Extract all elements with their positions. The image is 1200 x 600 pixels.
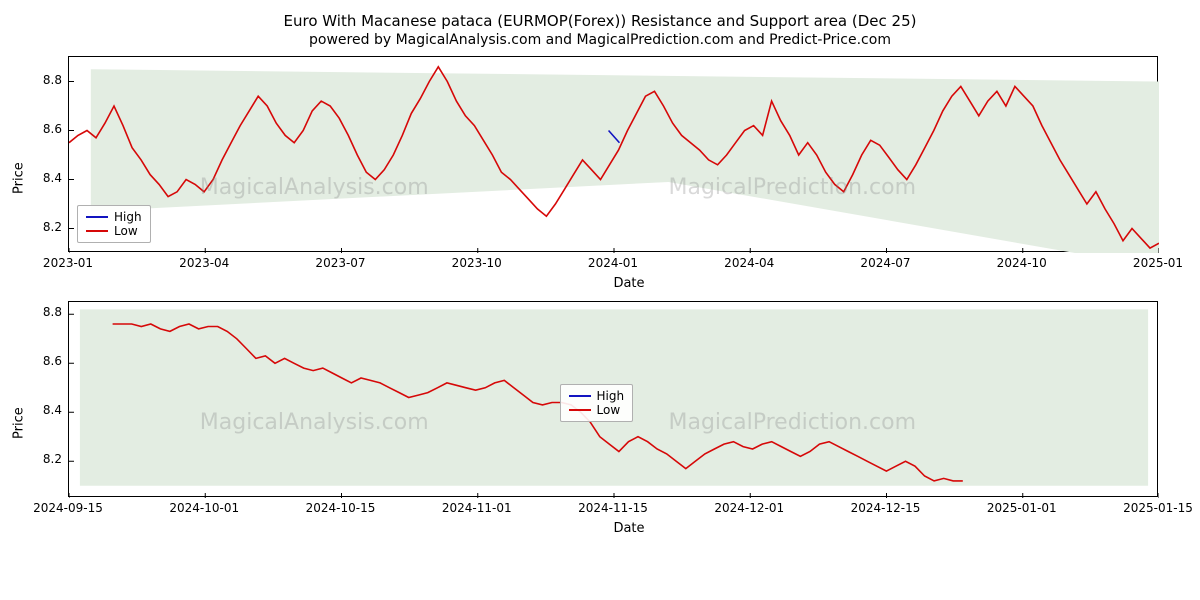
legend-low-label: Low: [114, 224, 138, 238]
chart2-ylabel: Price: [10, 301, 28, 546]
legend-high-label: High: [597, 389, 625, 403]
legend-line-high: [569, 395, 591, 397]
legend-low: Low: [569, 403, 625, 417]
chart1-panel: MagicalAnalysis.com MagicalPrediction.co…: [68, 56, 1158, 252]
chart1-xaxis: 2023-012023-042023-072023-102024-012024-…: [68, 252, 1158, 274]
chart1-legend: High Low: [77, 205, 151, 243]
legend-high: High: [569, 389, 625, 403]
chart1-ylabel: Price: [10, 56, 28, 301]
chart2-xaxis: 2024-09-152024-10-012024-10-152024-11-01…: [68, 497, 1158, 519]
legend-line-low: [86, 230, 108, 232]
legend-low: Low: [86, 224, 142, 238]
legend-high: High: [86, 210, 142, 224]
chart2-yaxis: 8.28.48.68.8: [28, 301, 68, 497]
chart2-panel: MagicalAnalysis.com MagicalPrediction.co…: [68, 301, 1158, 497]
chart1-xlabel: Date: [68, 276, 1190, 291]
chart2-legend: High Low: [560, 384, 634, 422]
legend-line-high: [86, 216, 108, 218]
legend-line-low: [569, 409, 591, 411]
chart1-yaxis: 8.28.48.68.8: [28, 56, 68, 252]
chart2-wrap: Price 8.28.48.68.8 MagicalAnalysis.com M…: [10, 301, 1190, 546]
legend-high-label: High: [114, 210, 142, 224]
chart1-wrap: Price 8.28.48.68.8 MagicalAnalysis.com M…: [10, 56, 1190, 301]
chart1-svg: [69, 57, 1159, 253]
chart-subtitle: powered by MagicalAnalysis.com and Magic…: [10, 32, 1190, 48]
legend-low-label: Low: [597, 403, 621, 417]
chart2-xlabel: Date: [68, 521, 1190, 536]
chart-title: Euro With Macanese pataca (EURMOP(Forex)…: [10, 12, 1190, 30]
